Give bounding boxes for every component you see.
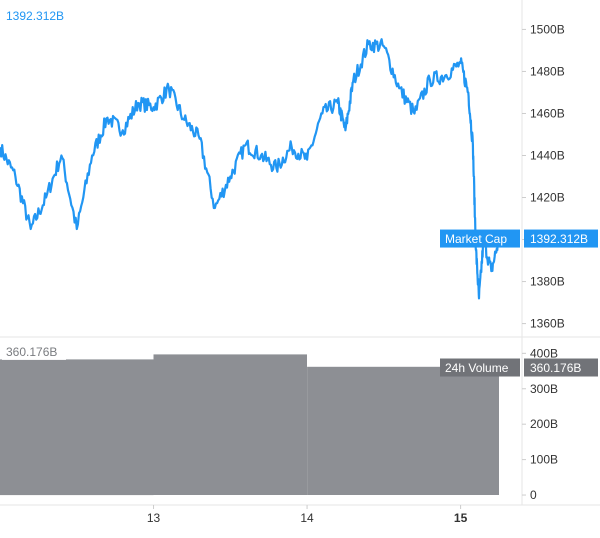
volume-tag-label-bg [440, 358, 520, 377]
x-axis: 13 14 15 [147, 505, 468, 525]
y-tick-label: 100B [530, 453, 558, 467]
volume-legend-bg [2, 343, 66, 360]
market-cap-tag-label-bg [440, 229, 520, 248]
market-cap-tag-value-bg [524, 229, 598, 248]
volume-tag-label: 24h Volume [445, 361, 509, 375]
volume-legend-value: 360.176B [6, 345, 57, 359]
y-tick-label: 1440B [530, 148, 565, 162]
volume-bar [153, 354, 307, 495]
volume-bar [0, 359, 154, 496]
market-cap-y-axis: 1360B1380B1400B1420B1440B1460B1480B1500B [522, 22, 565, 331]
axis-tags: Market Cap 1392.312B 24h Volume 360.176B [440, 229, 598, 377]
y-tick-label: 1460B [530, 106, 565, 120]
volume-y-axis: 0 100B 200B 300B 400B [522, 346, 558, 502]
x-tick-label: 13 [147, 511, 161, 525]
market-cap-tag-label: Market Cap [445, 232, 507, 246]
x-tick-label: 15 [454, 511, 468, 525]
y-tick-label: 0 [530, 488, 537, 502]
x-tick-label: 14 [300, 511, 314, 525]
y-tick-label: 400B [530, 346, 558, 360]
y-tick-label: 1380B [530, 275, 565, 289]
market-cap-tag-value: 1392.312B [530, 232, 588, 246]
y-tick-label: 1480B [530, 64, 565, 78]
market-cap-line [0, 38, 501, 300]
market-cap-legend-value: 1392.312B [6, 9, 64, 23]
volume-series [0, 354, 499, 496]
market-cap-series [0, 38, 501, 300]
volume-bar [307, 366, 499, 495]
axes [0, 0, 600, 506]
value-legends: 1392.312B 360.176B [2, 9, 66, 360]
y-tick-label: 200B [530, 417, 558, 431]
y-tick-label: 1500B [530, 22, 565, 36]
y-tick-label: 1360B [530, 317, 565, 331]
volume-tag-value: 360.176B [530, 361, 581, 375]
y-tick-label: 300B [530, 382, 558, 396]
y-tick-label: 1420B [530, 191, 565, 205]
volume-tag-value-bg [524, 358, 598, 377]
